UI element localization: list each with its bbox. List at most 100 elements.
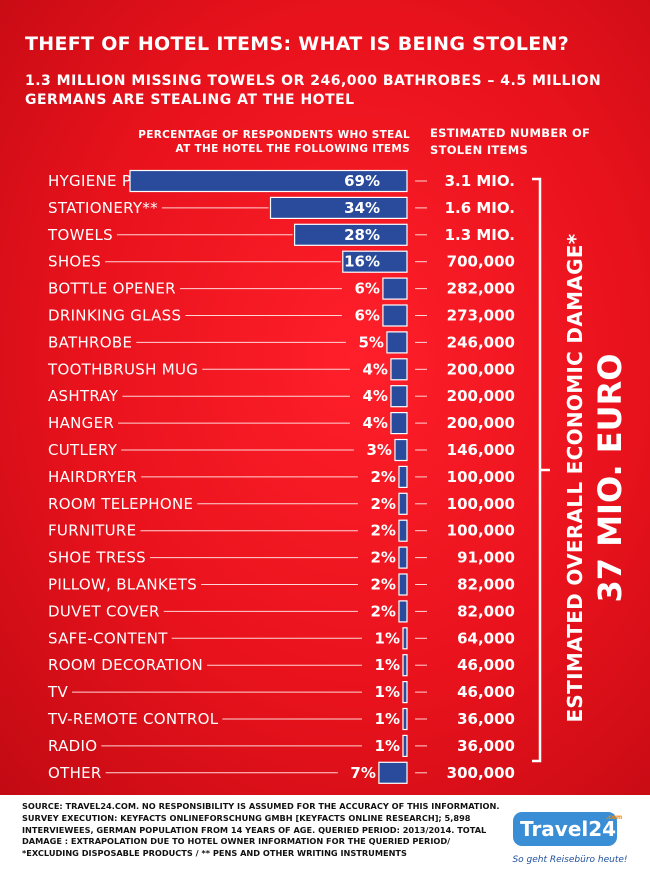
value-label: 5% (358, 333, 383, 351)
stolen-count-label: 3.1 MIO. (445, 172, 515, 190)
value-label: 4% (362, 387, 387, 405)
economic-damage-value-text: 37 MIO. EURO (591, 353, 629, 603)
stolen-count-label: 300,000 (447, 764, 515, 782)
bar-chart: HYGIENE PRODUCTS 69% 3.1 MIO.STATIONERY** 3… (47, 169, 515, 784)
value-label: 4% (362, 414, 387, 432)
stolen-count-label: 282,000 (447, 280, 515, 298)
bar (378, 761, 408, 784)
stolen-count-label: 200,000 (447, 414, 515, 432)
value-label: 1% (375, 683, 400, 701)
stolen-count-label: 46,000 (457, 683, 515, 701)
category-label: ROOM TELEPHONE (48, 495, 193, 513)
stolen-count-label: 82,000 (457, 576, 515, 594)
category-label: SHOES (48, 253, 101, 271)
value-label: 2% (371, 549, 396, 567)
value-label: 1% (375, 629, 400, 647)
bar (398, 492, 408, 515)
bar (293, 223, 408, 246)
bar (398, 465, 408, 488)
bar (129, 169, 408, 193)
category-label: TV-REMOTE CONTROL (47, 710, 219, 728)
category-label: BATHROBE (48, 333, 132, 351)
stolen-count-label: 100,000 (447, 495, 515, 513)
logo-domain: .com (606, 814, 622, 821)
economic-damage-label: ESTIMATED OVERALL ECONOMIC DAMAGE* (555, 183, 595, 773)
category-label: HAIRDRYER (48, 468, 137, 486)
value-label: 2% (371, 495, 396, 513)
percentage-column-header: PERCENTAGE OF RESPONDENTS WHO STEAL AT T… (138, 129, 410, 155)
value-label: 4% (362, 360, 387, 378)
bar (402, 707, 408, 731)
category-label: ROOM DECORATION (48, 656, 203, 674)
stolen-items-column-header: ESTIMATED NUMBER OF STOLEN ITEMS (430, 126, 591, 157)
category-label: TV (47, 683, 68, 701)
bar (390, 385, 408, 408)
bar (402, 680, 408, 704)
chart-title: THEFT OF HOTEL ITEMS: WHAT IS BEING STOL… (25, 33, 570, 55)
stolen-count-label: 246,000 (447, 333, 515, 351)
footer: SOURCE: TRAVEL24.COM. NO RESPONSIBILITY … (0, 795, 650, 877)
category-label: TOWELS (47, 226, 113, 244)
value-label: 2% (371, 602, 396, 620)
category-label: FURNITURE (48, 522, 136, 540)
value-label: 2% (371, 522, 396, 540)
value-label: 34% (344, 199, 380, 217)
stolen-count-label: 146,000 (447, 441, 515, 459)
stolen-count-label: 46,000 (457, 656, 515, 674)
bar (398, 573, 408, 596)
slogan: So geht Reisebüro heute! (512, 855, 628, 865)
value-label: 16% (344, 253, 380, 271)
stolen-count-label: 200,000 (447, 360, 515, 378)
value-label: 6% (354, 280, 379, 298)
category-label: DUVET COVER (48, 602, 160, 620)
value-label: 69% (344, 172, 380, 190)
damage-bracket (532, 177, 550, 763)
category-label: RADIO (48, 737, 97, 755)
value-label: 2% (371, 576, 396, 594)
stolen-count-label: 1.3 MIO. (445, 226, 515, 244)
bar (402, 627, 408, 650)
bar (342, 250, 408, 273)
bar (398, 546, 408, 569)
value-label: 1% (375, 737, 400, 755)
category-label: BOTTLE OPENER (48, 280, 176, 298)
value-label: 3% (366, 441, 391, 459)
stolen-count-label: 700,000 (447, 253, 515, 271)
economic-damage-value: 37 MIO. EURO (590, 183, 630, 773)
category-label: OTHER (48, 764, 102, 782)
source-note: SOURCE: TRAVEL24.COM. NO RESPONSIBILITY … (22, 801, 500, 859)
bar (382, 304, 408, 327)
bar (394, 438, 408, 462)
stolen-count-label: 200,000 (447, 387, 515, 405)
bar (382, 277, 408, 300)
value-label: 28% (344, 226, 380, 244)
value-label: 6% (354, 307, 379, 325)
stolen-count-label: 91,000 (457, 549, 515, 567)
category-label: SHOE TRESS (48, 549, 146, 567)
bar (390, 412, 408, 435)
category-label: STATIONERY** (48, 199, 158, 217)
bar (390, 358, 408, 381)
economic-damage-label-text: ESTIMATED OVERALL ECONOMIC DAMAGE* (563, 233, 587, 723)
stolen-count-label: 100,000 (447, 468, 515, 486)
travel24-logo: Travel24 .com (513, 812, 622, 846)
value-label: 1% (375, 656, 400, 674)
category-label: CUTLERY (48, 441, 118, 459)
stolen-count-label: 1.6 MIO. (445, 199, 515, 217)
value-label: 2% (371, 468, 396, 486)
bar (398, 600, 408, 623)
logo-text: Travel24 (520, 817, 616, 841)
bar (402, 734, 408, 758)
category-label: SAFE-CONTENT (48, 629, 168, 647)
category-label: ASHTRAY (48, 387, 119, 405)
category-label: DRINKING GLASS (48, 307, 181, 325)
category-label: PILLOW, BLANKETS (48, 576, 197, 594)
category-label: HANGER (48, 414, 114, 432)
value-label: 7% (350, 764, 375, 782)
bar (398, 519, 408, 542)
value-label: 1% (375, 710, 400, 728)
stolen-count-label: 100,000 (447, 522, 515, 540)
stolen-count-label: 273,000 (447, 307, 515, 325)
infographic-poster: THEFT OF HOTEL ITEMS: WHAT IS BEING STOL… (0, 0, 650, 795)
chart-subtitle: 1.3 MILLION MISSING TOWELS OR 246,000 BA… (25, 73, 602, 108)
